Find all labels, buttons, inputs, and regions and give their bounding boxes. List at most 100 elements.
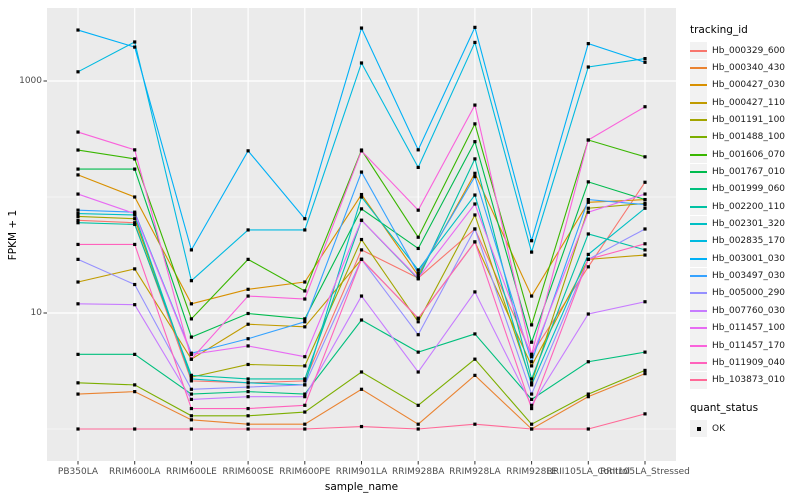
data-point: [530, 360, 534, 364]
data-point: [303, 280, 307, 284]
data-point: [359, 61, 364, 65]
legend-key: [690, 198, 707, 216]
data-point: [303, 364, 307, 368]
legend-entry-label: Hb_001606_070: [712, 149, 786, 160]
data-point: [530, 340, 534, 344]
legend-line-swatch-icon: [690, 171, 707, 174]
data-point: [133, 222, 137, 227]
data-point: [473, 122, 477, 126]
data-point: [586, 65, 590, 69]
data-point: [643, 197, 647, 202]
data-point: [416, 320, 420, 324]
legend-entry-label: Hb_103873_010: [712, 375, 786, 386]
legend-entry-label: Hb_002200_110: [712, 201, 786, 212]
data-point: [189, 418, 193, 422]
legend-line-swatch-icon: [690, 327, 707, 330]
data-point: [76, 221, 80, 225]
legend-entry-label: Hb_000329_600: [712, 45, 786, 56]
data-point: [303, 297, 307, 301]
data-point: [246, 385, 250, 389]
data-point: [473, 40, 477, 45]
x-tick-label: RRIM901LA: [335, 467, 388, 477]
data-point: [416, 370, 420, 374]
legend-key: [690, 232, 707, 250]
legend-entry: Hb_003497_030: [690, 267, 798, 285]
data-point: [189, 317, 193, 321]
legend-title-quant-status: quant_status: [690, 401, 759, 414]
data-point: [246, 395, 250, 399]
data-point: [530, 239, 534, 243]
legend-entry-label: Hb_001767_010: [712, 167, 786, 178]
data-point: [133, 217, 137, 221]
data-point: [416, 333, 420, 337]
data-point: [416, 427, 420, 431]
legend-entry-label: Hb_011909_040: [712, 357, 786, 368]
data-point: [416, 246, 420, 251]
legend-entry: Hb_007760_030: [690, 302, 798, 320]
data-point: [359, 218, 364, 222]
data-point: [586, 265, 590, 269]
data-point: [189, 375, 193, 379]
legend-key: [690, 302, 707, 320]
data-point: [359, 248, 364, 252]
data-point: [76, 208, 80, 212]
data-point: [359, 170, 364, 174]
legend-line-swatch-icon: [690, 101, 707, 104]
data-point: [643, 56, 647, 61]
legend-line-swatch-icon: [690, 136, 707, 139]
legend-key: [690, 284, 707, 302]
y-axis-title: FPKM + 1: [7, 209, 19, 261]
data-point: [246, 381, 250, 385]
data-point: [246, 344, 250, 348]
x-tick-label: PB350LA: [57, 467, 99, 477]
legend-entry: Hb_001606_070: [690, 146, 798, 164]
data-point: [586, 138, 590, 142]
legend-entry-label: Hb_001488_100: [712, 132, 786, 143]
data-point: [303, 217, 307, 221]
legend-entry: Hb_001191_100: [690, 111, 798, 129]
legend-line-swatch-icon: [690, 361, 707, 364]
data-point: [473, 332, 477, 336]
legend-line-swatch-icon: [690, 257, 707, 260]
legend-key: [690, 337, 707, 355]
legend-entry-label: Hb_011457_170: [712, 340, 786, 351]
data-point: [76, 214, 80, 219]
data-point: [359, 424, 364, 429]
data-point: [416, 165, 420, 169]
legend-entry: Hb_000427_110: [690, 94, 798, 112]
legend-key: [690, 354, 707, 372]
legend-entry-label: Hb_002835_170: [712, 236, 786, 247]
data-point: [473, 171, 477, 175]
data-point: [643, 105, 647, 109]
legend-line-swatch-icon: [690, 223, 707, 226]
data-point: [303, 383, 307, 387]
data-point: [76, 130, 80, 134]
data-point: [76, 392, 80, 396]
data-point: [586, 180, 590, 184]
data-point: [586, 395, 590, 399]
data-point: [416, 316, 420, 320]
legend-key: [690, 94, 707, 112]
data-point: [133, 303, 137, 307]
legend-entry: Hb_011457_100: [690, 319, 798, 337]
data-point: [586, 257, 590, 261]
data-point: [416, 422, 420, 426]
data-point: [133, 221, 137, 225]
legend-entries: Hb_000329_600 Hb_000340_430 Hb_000427_030 H…: [690, 42, 798, 389]
data-point: [586, 312, 590, 316]
data-point: [133, 383, 137, 387]
data-point: [303, 410, 307, 414]
data-point: [416, 403, 420, 407]
data-point: [530, 364, 534, 368]
legend-entry-label: Hb_007760_030: [712, 305, 786, 316]
legend-entry-label: OK: [712, 423, 725, 434]
legend-entry-label: Hb_011457_100: [712, 323, 786, 334]
data-point: [189, 414, 193, 418]
y-tick-label: 1000: [19, 75, 42, 86]
data-point: [133, 352, 137, 356]
data-point: [303, 395, 307, 399]
data-point: [76, 70, 80, 74]
data-point: [189, 392, 193, 396]
data-point: [530, 392, 534, 396]
